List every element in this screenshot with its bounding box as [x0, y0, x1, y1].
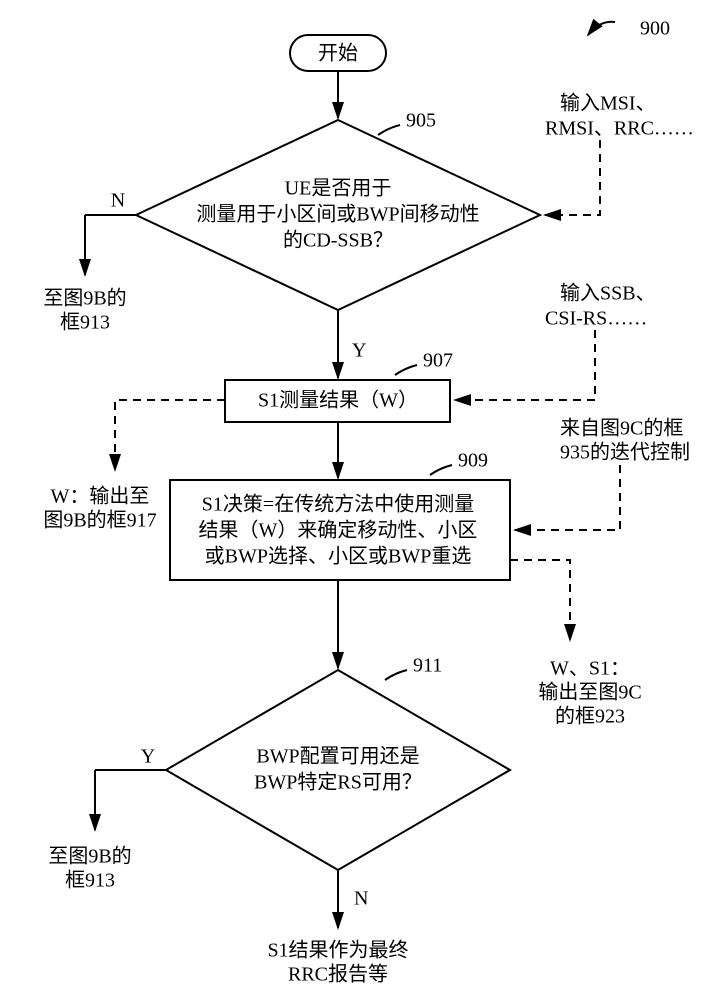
dec905-no-label: N [111, 190, 125, 212]
iter-l2: 935的迭代控制 [560, 441, 690, 464]
decision-911: BWP配置可用还是 BWP特定RS可用？ 911 [166, 655, 510, 870]
iteration-control: 来自图9C的框 935的迭代控制 [515, 417, 690, 530]
proc907-text: S1测量结果（W） [258, 389, 418, 412]
figure-ref-text: 900 [640, 18, 670, 40]
input-ssb-l2: CSI-RS…… [545, 308, 647, 330]
start-label: 开始 [318, 42, 358, 65]
out913b-l1: 至图9B的 [48, 845, 131, 868]
output-W-S1: W、S1： 输出至图9C 的框923 [510, 560, 642, 728]
dec905-ref: 905 [406, 110, 436, 132]
decision-905: UE是否用于 测量用于小区间或BWP间移动性 的CD-SSB？ 905 [136, 110, 540, 310]
proc909-ref: 909 [458, 450, 488, 472]
iter-l1: 来自图9C的框 [560, 417, 683, 440]
input-ssb: 输入SSB、 CSI-RS…… [455, 282, 656, 400]
final-l1: S1结果作为最终 [267, 939, 408, 962]
proc909-l1: S1决策=在传统方法中使用测量 [202, 493, 474, 516]
figure-reference: 900 [588, 18, 670, 40]
dec911-yes-label: Y [141, 746, 155, 768]
out913-l2: 框913 [60, 311, 110, 334]
final-output: S1结果作为最终 RRC报告等 [267, 939, 408, 986]
proc909-l2: 结果（W）来确定移动性、小区 [199, 519, 478, 542]
dec911-no-label: N [354, 888, 368, 910]
proc909-l3: 或BWP选择、小区或BWP重选 [205, 545, 472, 568]
input-msi-l2: RMSI、RRC…… [545, 118, 694, 140]
outW-l1: W：输出至 [51, 485, 150, 508]
proc907-ref: 907 [423, 350, 453, 372]
outWS1-l1: W、S1： [550, 658, 630, 680]
dec905-yes-label: Y [352, 340, 366, 362]
dec905-l3: 的CD-SSB？ [283, 229, 393, 252]
input-msi: 输入MSI、 RMSI、RRC…… [545, 92, 694, 215]
edge-905-no: N 至图9B的 框913 [43, 190, 136, 334]
outW-l2: 图9B的框917 [43, 509, 156, 532]
start-node: 开始 [290, 35, 386, 71]
dec905-l2: 测量用于小区间或BWP间移动性 [196, 203, 479, 226]
dec905-l1: UE是否用于 [285, 178, 392, 200]
edge-911-yes: Y 至图9B的 框913 [48, 746, 166, 892]
final-l2: RRC报告等 [288, 963, 388, 986]
dec911-l1: BWP配置可用还是 [256, 745, 419, 768]
input-ssb-l1: 输入SSB、 [560, 282, 656, 305]
input-msi-l1: 输入MSI、 [560, 92, 656, 115]
dec911-l2: BWP特定RS可用？ [254, 771, 422, 794]
out913-l1: 至图9B的 [43, 287, 126, 310]
outWS1-l3: 的框923 [555, 705, 625, 728]
out913b-l2: 框913 [65, 869, 115, 892]
outWS1-l2: 输出至图9C [538, 681, 641, 704]
process-909: S1决策=在传统方法中使用测量 结果（W）来确定移动性、小区 或BWP选择、小区… [170, 450, 510, 580]
dec911-ref: 911 [413, 655, 442, 677]
